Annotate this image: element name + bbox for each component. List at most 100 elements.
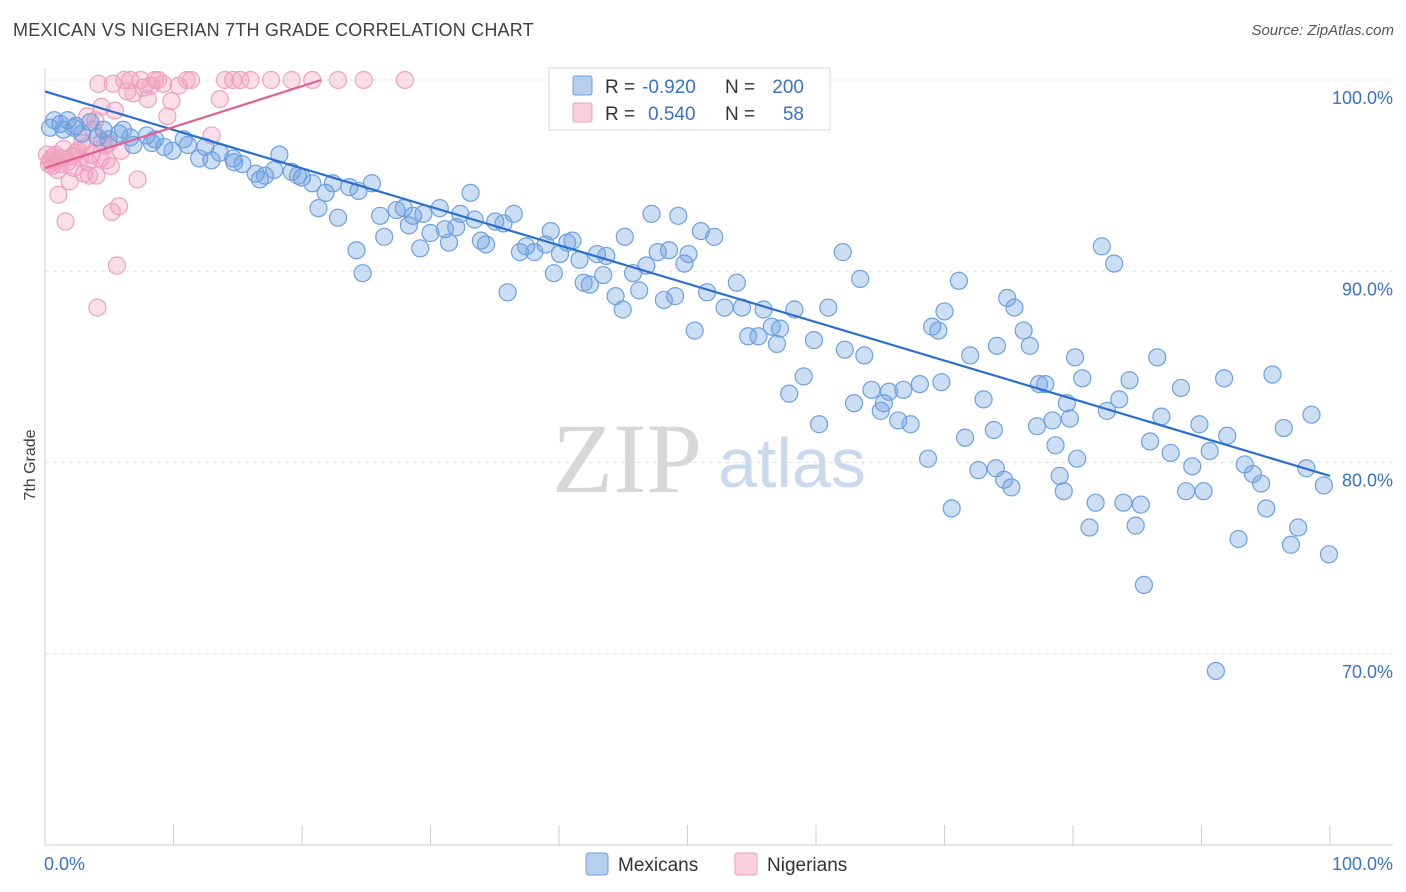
data-point — [1176, 482, 1196, 501]
data-point — [498, 283, 517, 302]
x-tick-label-left: 0.0% — [44, 854, 85, 874]
data-point — [932, 373, 951, 392]
data-point — [685, 321, 704, 340]
source-label: Source: ZipAtlas.com — [1251, 22, 1394, 39]
watermark-zip: ZIP — [552, 403, 702, 514]
data-point — [1073, 369, 1092, 388]
data-point — [910, 374, 929, 394]
legend-swatch-mexicans — [572, 75, 593, 96]
data-point — [399, 216, 419, 235]
data-point — [88, 298, 107, 317]
data-point — [435, 220, 454, 239]
data-point — [233, 155, 252, 174]
data-point — [282, 70, 301, 90]
data-point — [128, 170, 147, 189]
data-point — [851, 269, 870, 288]
data-point — [1263, 365, 1282, 384]
data-point — [835, 340, 854, 359]
data-point — [178, 135, 197, 155]
data-point — [241, 70, 260, 90]
axes — [44, 68, 1393, 846]
data-point — [1080, 518, 1099, 537]
data-point — [1257, 499, 1276, 518]
bottom-legend: Mexicans Nigerians — [585, 852, 847, 876]
data-point — [270, 145, 289, 164]
data-point — [613, 300, 632, 319]
data-point — [809, 415, 829, 434]
data-point — [749, 327, 768, 346]
data-point — [691, 221, 710, 241]
data-point — [1092, 237, 1111, 256]
data-point — [844, 394, 864, 413]
legend-n-value-nigerians: 58 — [783, 104, 804, 125]
data-point — [855, 346, 874, 365]
data-point — [1110, 390, 1129, 409]
data-point — [1274, 418, 1293, 438]
data-point — [918, 449, 938, 468]
data-point — [654, 290, 673, 310]
bottom-legend-label-nigerians: Nigerians — [767, 855, 847, 876]
data-point — [974, 390, 993, 409]
data-point — [89, 74, 108, 93]
data-point — [675, 254, 694, 273]
data-point — [804, 331, 824, 350]
data-point — [1281, 535, 1301, 554]
legend-r-label: R = — [605, 77, 635, 98]
data-point — [353, 264, 372, 283]
data-point — [1054, 482, 1073, 501]
data-point — [642, 204, 661, 223]
data-point — [375, 227, 394, 246]
data-point — [411, 239, 430, 258]
bottom-legend-swatch-nigerians — [734, 852, 758, 876]
legend-r-label: R = — [605, 104, 635, 125]
data-point — [303, 174, 322, 193]
data-point — [231, 70, 250, 90]
data-point — [894, 380, 913, 399]
data-point — [162, 91, 181, 111]
y-tick-label: 100.0% — [1332, 88, 1393, 108]
data-point — [309, 199, 328, 218]
data-point — [461, 183, 480, 202]
data-point — [504, 204, 523, 223]
legend-r-value-mexicans: -0.920 — [642, 77, 696, 98]
data-point — [819, 298, 838, 317]
data-point — [476, 235, 496, 254]
data-point — [1002, 478, 1021, 497]
data-point — [1120, 371, 1139, 390]
data-point — [794, 367, 813, 386]
data-point — [715, 298, 734, 317]
data-point — [780, 384, 799, 403]
data-point — [60, 172, 79, 191]
data-point — [439, 233, 459, 252]
legend-n-label: N = — [725, 77, 755, 98]
data-point — [328, 208, 348, 227]
data-point — [447, 218, 466, 237]
data-point — [1229, 529, 1248, 549]
data-point — [87, 166, 106, 185]
data-point — [1218, 426, 1237, 445]
data-point — [354, 70, 373, 90]
data-point — [1200, 441, 1219, 461]
data-point — [615, 227, 634, 246]
data-point — [1105, 254, 1124, 273]
data-point — [984, 420, 1003, 440]
data-point — [1206, 661, 1225, 681]
y-axis-label: 7th Grade — [22, 429, 39, 500]
data-point — [770, 319, 790, 338]
data-point — [1068, 449, 1087, 468]
data-point — [942, 499, 961, 518]
trend-lines — [44, 78, 1331, 477]
data-point — [879, 382, 899, 401]
data-point — [935, 302, 954, 321]
data-point — [414, 204, 433, 223]
data-point — [949, 271, 968, 290]
data-point — [1289, 518, 1308, 537]
watermark-atlas: atlas — [718, 424, 866, 502]
data-point — [1005, 298, 1024, 317]
data-point — [262, 70, 281, 90]
legend-n-value-mexicans: 200 — [772, 77, 804, 98]
legend-n-label: N = — [725, 104, 755, 125]
data-point — [1302, 405, 1321, 424]
data-point — [580, 275, 599, 294]
